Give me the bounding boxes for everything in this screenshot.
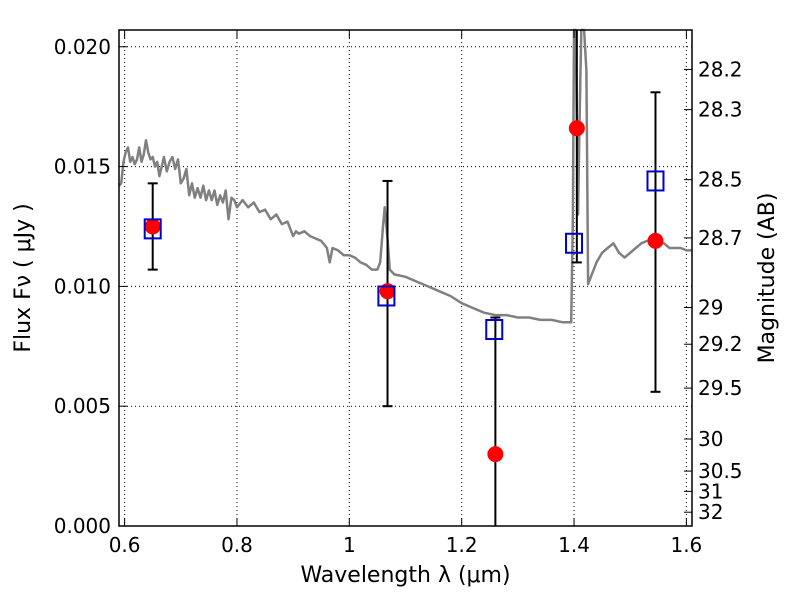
observed-points bbox=[144, 120, 664, 463]
model-point bbox=[143, 218, 162, 240]
y-tick-label: 0.000 bbox=[54, 514, 111, 538]
model-point bbox=[565, 232, 584, 254]
observed-point bbox=[568, 120, 585, 137]
model-points bbox=[143, 170, 665, 341]
x-tick-label: 1.2 bbox=[446, 533, 478, 557]
model-point bbox=[485, 319, 504, 341]
y-tick-label: 0.010 bbox=[54, 274, 111, 298]
model-spectrum bbox=[118, 28, 692, 324]
x-tick-label: 0.8 bbox=[221, 533, 253, 557]
y-axis-label: Flux Fν ( μJy ) bbox=[11, 203, 36, 352]
grid bbox=[119, 30, 692, 527]
model-point bbox=[377, 285, 396, 307]
observed-point bbox=[144, 218, 161, 235]
observed-point bbox=[487, 446, 504, 463]
y-tick-label: 0.015 bbox=[54, 155, 111, 179]
y-tick-label: 0.005 bbox=[54, 394, 111, 418]
model-point bbox=[646, 170, 665, 192]
model-spectrum-line bbox=[118, 28, 692, 324]
y2-tick-label: 32 bbox=[698, 500, 723, 524]
y2-tick-label: 28.7 bbox=[698, 226, 743, 250]
y-tick-label: 0.020 bbox=[54, 35, 111, 59]
y2-tick-label: 30.5 bbox=[698, 459, 743, 483]
x-tick-label: 1.4 bbox=[558, 533, 590, 557]
y2-tick-label: 31 bbox=[698, 479, 723, 503]
observed-point bbox=[647, 232, 664, 249]
error-bars bbox=[147, 30, 661, 526]
y2-tick-label: 28.5 bbox=[698, 168, 743, 192]
y2-tick-label: 29.5 bbox=[698, 376, 743, 400]
x-axis-label: Wavelength λ (μm) bbox=[300, 563, 510, 588]
y2-tick-label: 29 bbox=[698, 295, 723, 319]
ticks: 0.6 0.8 1 1.2 1.4 1.6 0.000 0.005 0.010 0.015 0.02… bbox=[54, 30, 743, 557]
y2-tick-label: 29.2 bbox=[698, 332, 743, 356]
y2-axis-label: Magnitude (AB) bbox=[755, 193, 780, 364]
y2-tick-label: 30 bbox=[698, 427, 723, 451]
x-tick-label: 0.6 bbox=[109, 533, 141, 557]
x-tick-label: 1.6 bbox=[670, 533, 702, 557]
y2-tick-label: 28.2 bbox=[698, 57, 743, 81]
y2-tick-label: 28.3 bbox=[698, 98, 743, 122]
plot-frame bbox=[118, 29, 693, 527]
x-tick-label: 1 bbox=[343, 533, 356, 557]
